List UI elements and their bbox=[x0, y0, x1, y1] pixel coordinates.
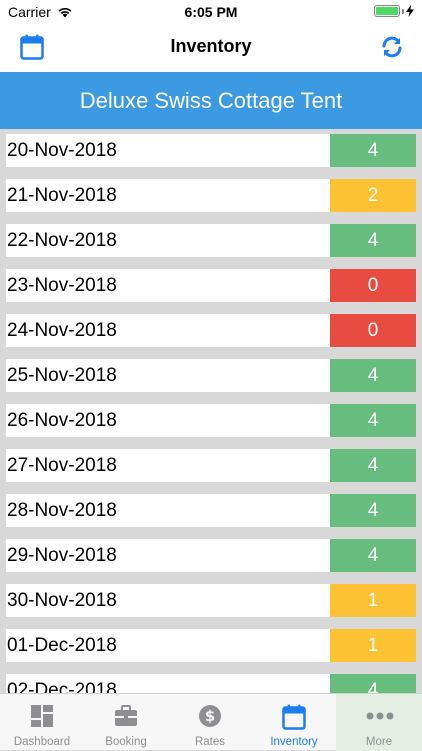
inventory-row[interactable]: 26-Nov-2018 4 bbox=[6, 404, 416, 437]
inventory-row[interactable]: 29-Nov-2018 4 bbox=[6, 539, 416, 572]
wifi-icon bbox=[57, 5, 73, 21]
tab-rates[interactable]: $ Rates bbox=[168, 694, 252, 751]
row-date: 27-Nov-2018 bbox=[6, 449, 330, 482]
row-date: 25-Nov-2018 bbox=[6, 359, 330, 392]
inventory-row[interactable]: 01-Dec-2018 1 bbox=[6, 629, 416, 662]
row-date: 28-Nov-2018 bbox=[6, 494, 330, 527]
row-date: 26-Nov-2018 bbox=[6, 404, 330, 437]
inventory-row[interactable]: 20-Nov-2018 4 bbox=[6, 134, 416, 167]
availability-badge: 4 bbox=[330, 404, 416, 437]
calendar-icon bbox=[282, 704, 306, 730]
tab-bar: Dashboard Booking $ Rates bbox=[0, 693, 422, 751]
more-icon bbox=[366, 704, 394, 728]
availability-badge: 4 bbox=[330, 494, 416, 527]
inventory-row[interactable]: 25-Nov-2018 4 bbox=[6, 359, 416, 392]
row-date: 29-Nov-2018 bbox=[6, 539, 330, 572]
inventory-row[interactable]: 24-Nov-2018 0 bbox=[6, 314, 416, 347]
inventory-row[interactable]: 27-Nov-2018 4 bbox=[6, 449, 416, 482]
calendar-icon[interactable] bbox=[20, 34, 44, 65]
inventory-row[interactable]: 28-Nov-2018 4 bbox=[6, 494, 416, 527]
availability-badge: 0 bbox=[330, 314, 416, 347]
status-bar: Carrier 6:05 PM bbox=[0, 0, 422, 24]
battery-icon bbox=[374, 5, 414, 17]
page-title: Inventory bbox=[170, 36, 252, 56]
tab-label: Inventory bbox=[270, 736, 318, 748]
row-date: 01-Dec-2018 bbox=[6, 629, 330, 662]
availability-badge: 4 bbox=[330, 134, 416, 167]
availability-badge: 4 bbox=[330, 449, 416, 482]
tab-label: More bbox=[365, 736, 393, 748]
row-date: 23-Nov-2018 bbox=[6, 269, 330, 302]
refresh-icon[interactable] bbox=[380, 35, 404, 64]
dollar-icon: $ bbox=[198, 704, 222, 728]
clock: 6:05 PM bbox=[184, 4, 238, 20]
room-name-banner: Deluxe Swiss Cottage Tent bbox=[0, 72, 422, 129]
tab-inventory[interactable]: Inventory bbox=[252, 694, 336, 751]
row-date: 21-Nov-2018 bbox=[6, 179, 330, 212]
briefcase-icon bbox=[114, 704, 138, 728]
dashboard-icon bbox=[30, 704, 54, 728]
svg-text:$: $ bbox=[205, 707, 215, 725]
inventory-row[interactable]: 22-Nov-2018 4 bbox=[6, 224, 416, 257]
inventory-row[interactable]: 30-Nov-2018 1 bbox=[6, 584, 416, 617]
availability-badge: 1 bbox=[330, 584, 416, 617]
row-date: 02-Dec-2018 bbox=[6, 674, 330, 693]
tab-dashboard[interactable]: Dashboard bbox=[0, 694, 84, 751]
availability-badge: 0 bbox=[330, 269, 416, 302]
availability-badge: 4 bbox=[330, 224, 416, 257]
inventory-row[interactable]: 23-Nov-2018 0 bbox=[6, 269, 416, 302]
tab-label: Booking bbox=[105, 736, 147, 748]
inventory-row[interactable]: 21-Nov-2018 2 bbox=[6, 179, 416, 212]
row-date: 20-Nov-2018 bbox=[6, 134, 330, 167]
tab-label: Rates bbox=[194, 736, 226, 748]
tab-label: Dashboard bbox=[13, 736, 71, 748]
availability-badge: 2 bbox=[330, 179, 416, 212]
availability-badge: 4 bbox=[330, 674, 416, 693]
row-date: 24-Nov-2018 bbox=[6, 314, 330, 347]
availability-badge: 4 bbox=[330, 539, 416, 572]
row-date: 22-Nov-2018 bbox=[6, 224, 330, 257]
availability-badge: 4 bbox=[330, 359, 416, 392]
navigation-bar: Inventory bbox=[0, 24, 422, 72]
row-date: 30-Nov-2018 bbox=[6, 584, 330, 617]
inventory-row[interactable]: 02-Dec-2018 4 bbox=[6, 674, 416, 693]
inventory-list[interactable]: 20-Nov-2018 4 21-Nov-2018 2 22-Nov-2018 4 23-N… bbox=[0, 129, 422, 693]
availability-badge: 1 bbox=[330, 629, 416, 662]
charging-icon bbox=[406, 5, 414, 17]
carrier-label: Carrier bbox=[8, 4, 51, 20]
tab-more[interactable]: More bbox=[336, 694, 422, 751]
tab-booking[interactable]: Booking bbox=[84, 694, 168, 751]
